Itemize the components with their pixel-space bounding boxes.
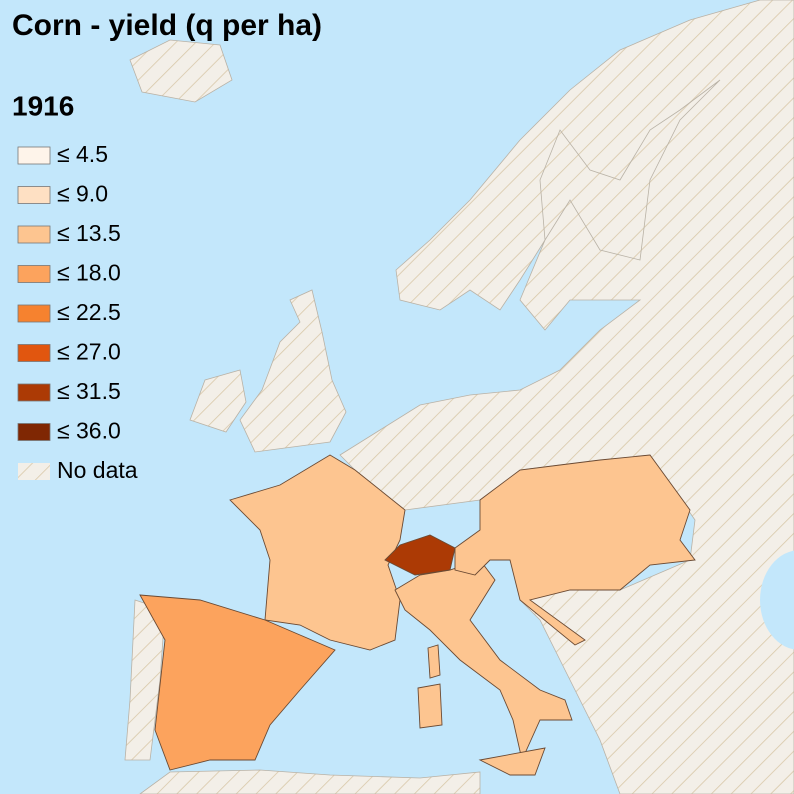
corsica bbox=[427, 644, 441, 679]
sicily bbox=[478, 747, 546, 776]
legend-swatch bbox=[17, 344, 51, 362]
title: Corn - yield (q per ha) bbox=[12, 9, 322, 42]
switzerland bbox=[384, 534, 456, 576]
sardinia bbox=[417, 683, 443, 729]
legend-swatch bbox=[18, 463, 50, 480]
austria-hungary bbox=[454, 454, 696, 646]
year: 1916 bbox=[12, 90, 74, 121]
legend-label: ≤ 27.0 bbox=[57, 339, 121, 365]
legend-label: ≤ 4.5 bbox=[57, 141, 108, 167]
france bbox=[229, 454, 406, 651]
legend-swatch bbox=[17, 265, 51, 283]
legend: ≤ 4.5 ≤ 9.0 ≤ 13.5 ≤ 18.0 ≤ 22.5 ≤ 27.0 ≤ 31.5… bbox=[17, 141, 138, 483]
black-sea bbox=[760, 550, 794, 650]
legend-swatch bbox=[17, 225, 51, 244]
legend-label: ≤ 13.5 bbox=[57, 220, 121, 246]
legend-swatch bbox=[17, 304, 51, 323]
spain bbox=[139, 594, 336, 771]
countries bbox=[139, 454, 696, 776]
legend-swatch bbox=[17, 383, 51, 402]
legend-label: ≤ 31.5 bbox=[57, 378, 121, 404]
legend-label: ≤ 9.0 bbox=[57, 181, 108, 207]
legend-label: No data bbox=[57, 457, 138, 483]
legend-label: ≤ 22.5 bbox=[57, 299, 121, 325]
legend-swatch bbox=[17, 186, 51, 204]
legend-swatch bbox=[17, 423, 51, 441]
legend-label: ≤ 36.0 bbox=[57, 418, 121, 444]
legend-label: ≤ 18.0 bbox=[57, 260, 121, 286]
legend-swatch bbox=[17, 146, 51, 165]
